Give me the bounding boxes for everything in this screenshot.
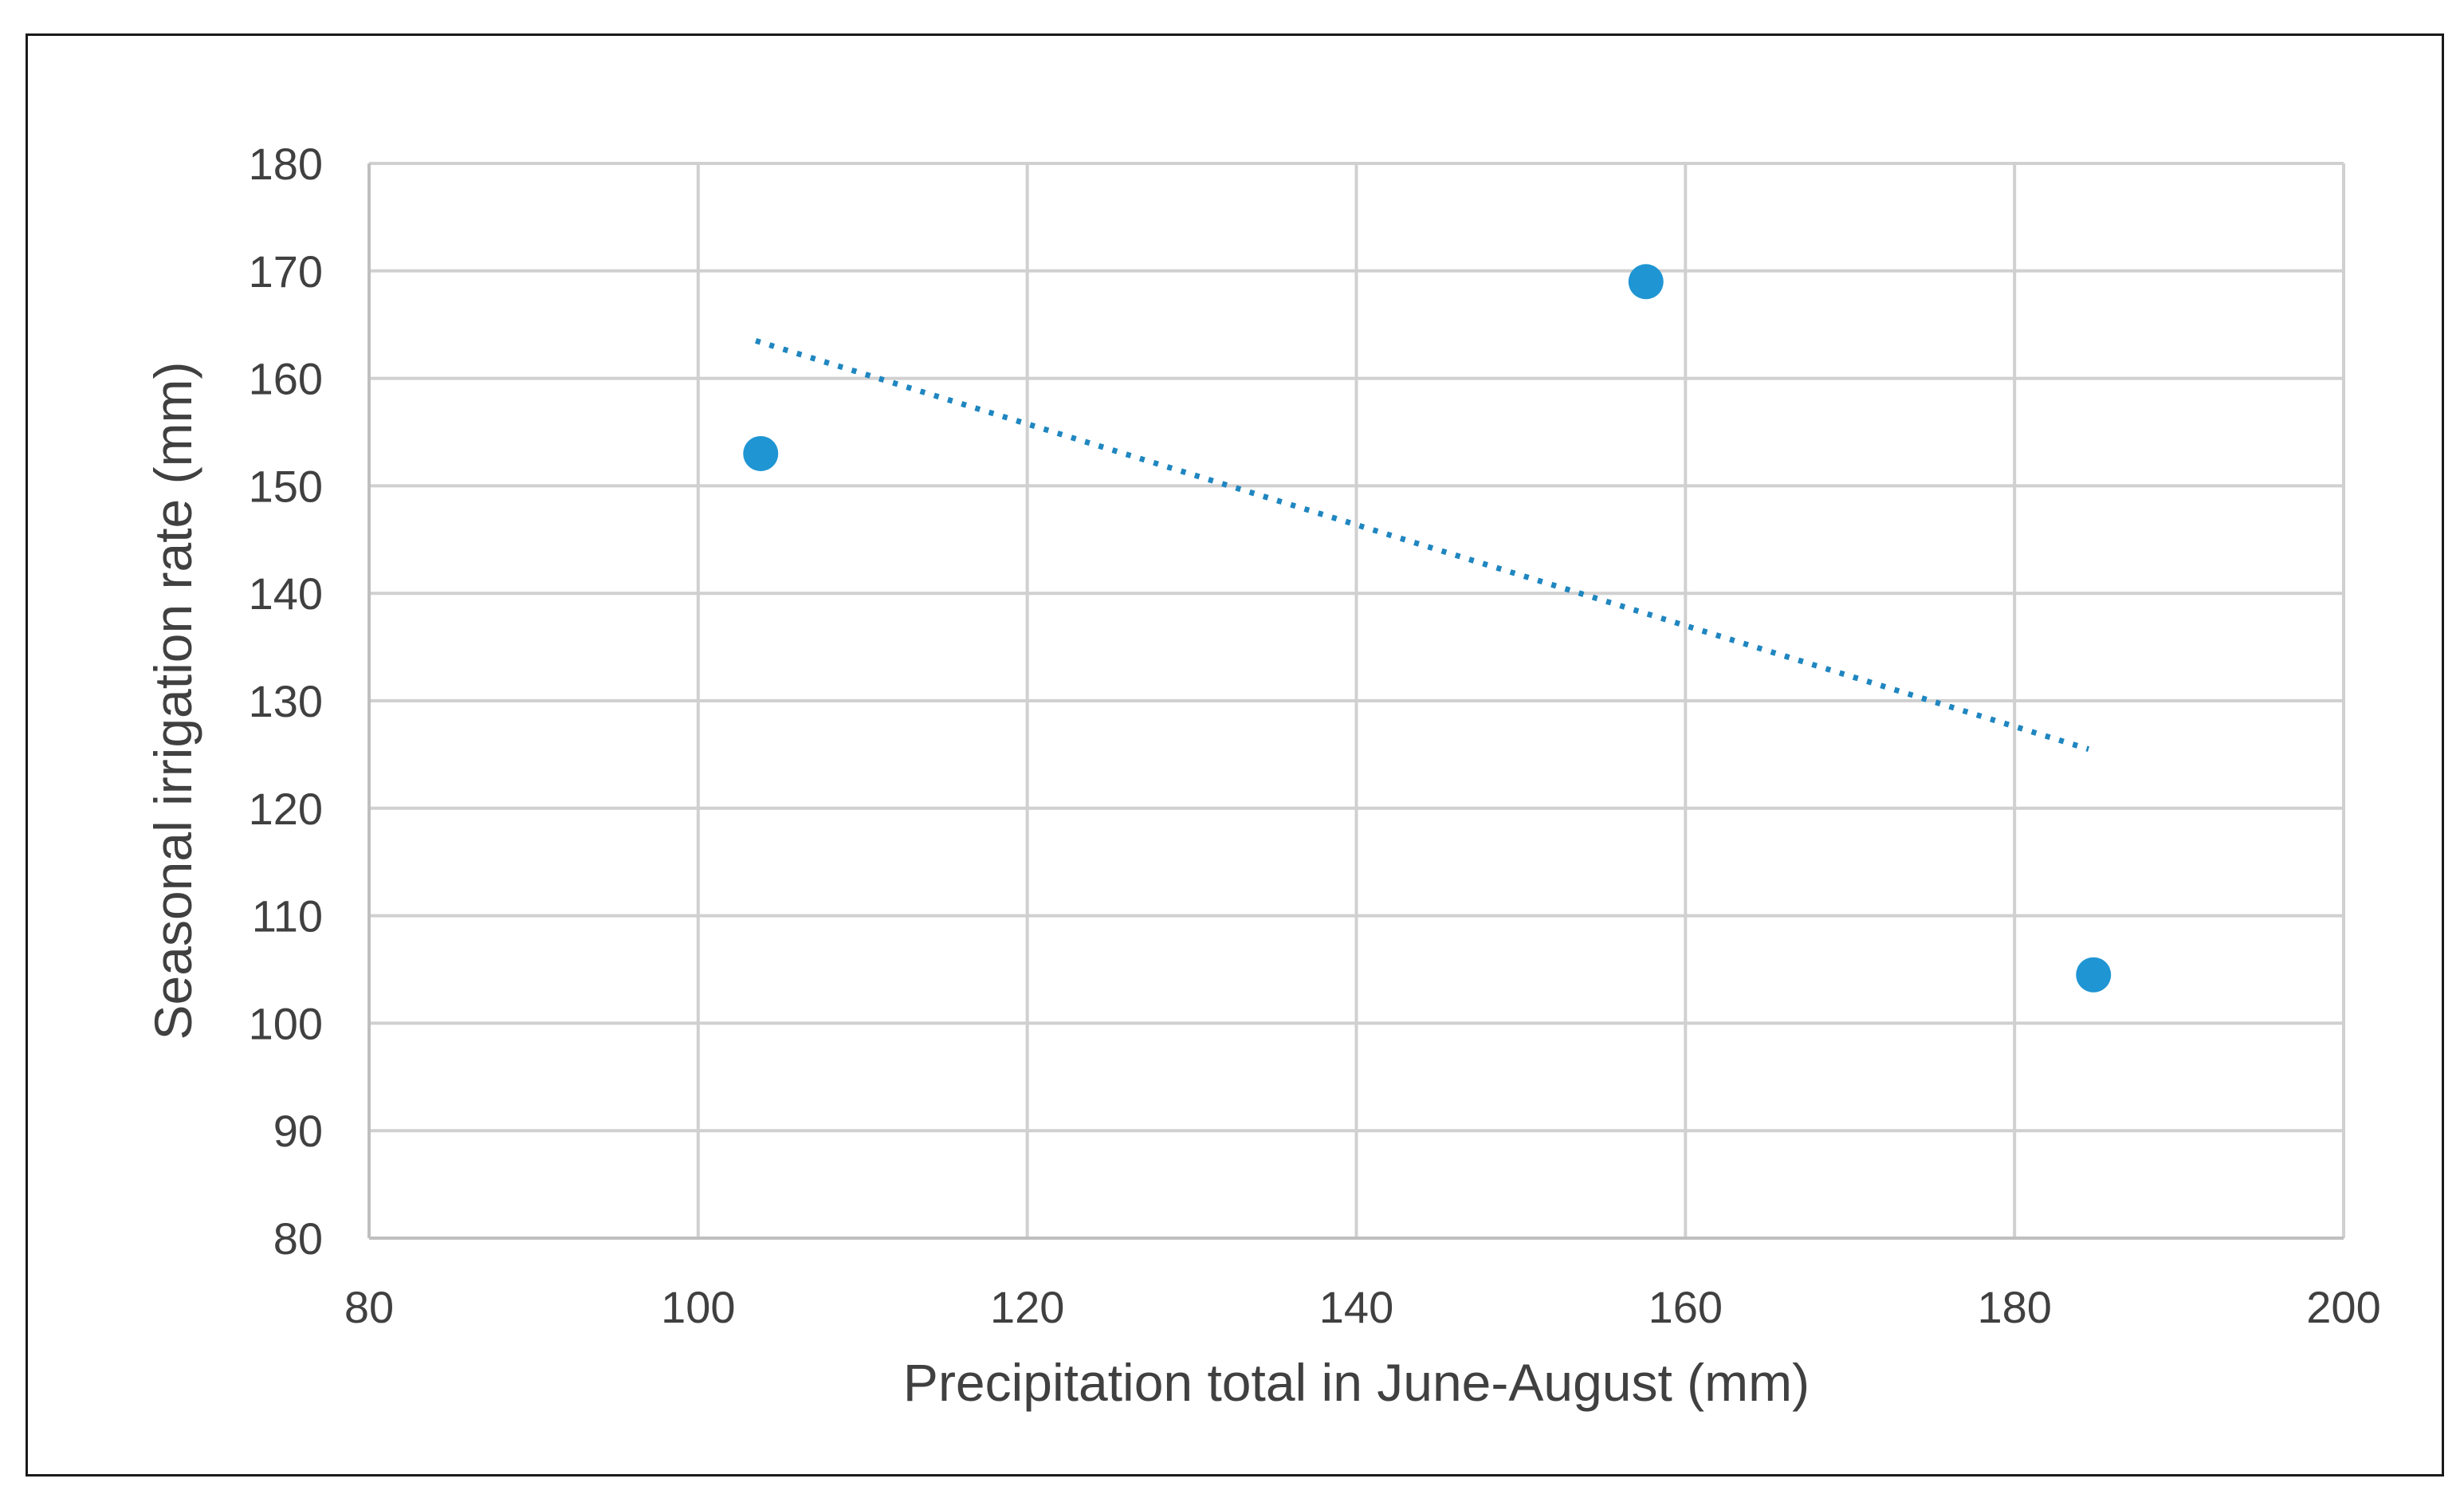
scatter-chart: 80 90 100 110 120 130 140 150 160 170 180 80 100 120… [143,139,2381,1412]
y-tick-label: 80 [273,1213,323,1264]
x-tick-label: 80 [344,1282,394,1332]
axes [367,163,2344,1240]
x-axis-title: Precipitation total in June-August (mm) [903,1353,1810,1412]
y-tick-label: 180 [249,139,323,189]
x-tick-label: 100 [661,1282,735,1332]
x-axis-ticks: 80 100 120 140 160 180 200 [344,1282,2381,1332]
y-tick-label: 110 [252,891,323,942]
y-tick-label: 170 [249,246,323,297]
x-tick-label: 120 [990,1282,1064,1332]
data-point [2076,957,2112,993]
y-axis-title: Seasonal irrigation rate (mm) [143,362,202,1040]
x-tick-label: 200 [2306,1282,2380,1332]
chart-frame: 80 90 100 110 120 130 140 150 160 170 180 80 100 120… [26,33,2444,1477]
y-tick-label: 100 [249,998,323,1048]
x-tick-label: 160 [1649,1282,1723,1332]
x-tick-label: 140 [1319,1282,1393,1332]
gridlines [369,162,2345,1238]
x-tick-label: 180 [1977,1282,2051,1332]
y-tick-label: 130 [249,676,323,726]
y-tick-label: 150 [249,461,323,511]
y-tick-label: 140 [249,568,323,619]
trendline-layer [755,338,2090,753]
data-point [743,435,779,471]
data-point [1628,264,1664,300]
y-tick-label: 120 [249,784,323,834]
y-tick-label: 90 [273,1106,323,1156]
linear-trendline [755,338,2090,753]
y-tick-label: 160 [249,354,323,404]
data-points [743,264,2112,993]
y-axis-ticks: 80 90 100 110 120 130 140 150 160 170 180 [249,139,323,1264]
